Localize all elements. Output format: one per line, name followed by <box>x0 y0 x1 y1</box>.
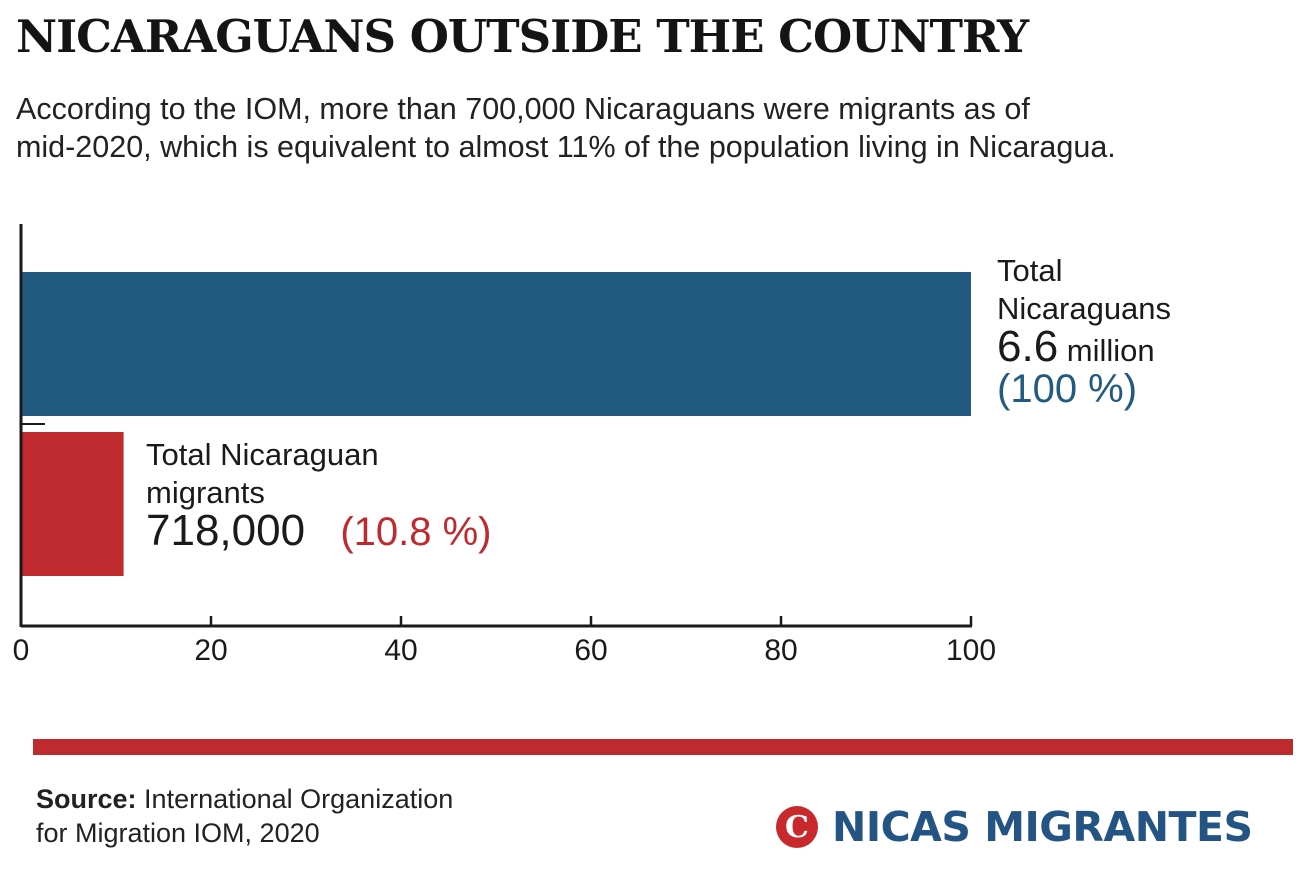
footer-divider <box>33 739 1293 755</box>
annotation-total-nicaraguans: Total Nicaraguans 6.6 million (100 %) <box>997 252 1172 411</box>
annotation-label-line-2: Nicaraguans <box>997 291 1172 326</box>
source-label: Source: <box>36 784 137 814</box>
bar-chart: 0 20 40 60 80 100 <box>13 224 996 667</box>
brand-logo: C NICAS MIGRANTES <box>776 803 1253 851</box>
annotation-value: 6.6 <box>997 322 1059 371</box>
bar-total-nicaraguans <box>22 272 971 416</box>
source-line-1: International Organization <box>144 784 454 814</box>
annotation-percent: (100 %) <box>997 367 1138 411</box>
annotation-value-row: 6.6 million <box>997 325 1171 370</box>
logo-text: NICAS MIGRANTES <box>832 803 1253 851</box>
annotation-label-line-2: migrants <box>146 475 265 510</box>
x-tick-label: 60 <box>574 634 607 667</box>
annotation-label-line-1: Total Nicaraguan <box>146 437 379 472</box>
x-tick-label: 40 <box>384 634 417 667</box>
subtitle-line-2: mid-2020, which is equivalent to almost … <box>16 130 1116 164</box>
logo-c-icon: C <box>776 806 818 848</box>
bars-group <box>22 272 971 576</box>
x-tick-label: 20 <box>194 634 227 667</box>
source-note: Source: International Organization for M… <box>36 782 453 850</box>
annotation-value: 718,000 <box>146 506 306 555</box>
annotation-total-migrants: Total Nicaraguan migrants 718,000 (10.8 … <box>146 436 491 554</box>
x-tick-label: 100 <box>946 634 996 667</box>
x-tick-label: 80 <box>764 634 797 667</box>
chart-title: NICARAGUANS OUTSIDE THE COUNTRY <box>16 10 1029 63</box>
annotation-percent: (10.8 %) <box>340 510 492 554</box>
axes-group: 0 20 40 60 80 100 <box>13 224 996 667</box>
annotation-value-row: 718,000 (10.8 %) <box>146 509 492 554</box>
chart-subtitle: According to the IOM, more than 700,000 … <box>16 90 1314 166</box>
subtitle-line-1: According to the IOM, more than 700,000 … <box>16 92 1030 126</box>
bar-total-nicaraguan-migrants <box>22 432 124 576</box>
annotation-unit: million <box>1066 333 1155 368</box>
x-tick-label: 0 <box>13 634 30 667</box>
annotation-label-line-1: Total <box>997 253 1063 288</box>
source-line-2: for Migration IOM, 2020 <box>36 818 320 848</box>
